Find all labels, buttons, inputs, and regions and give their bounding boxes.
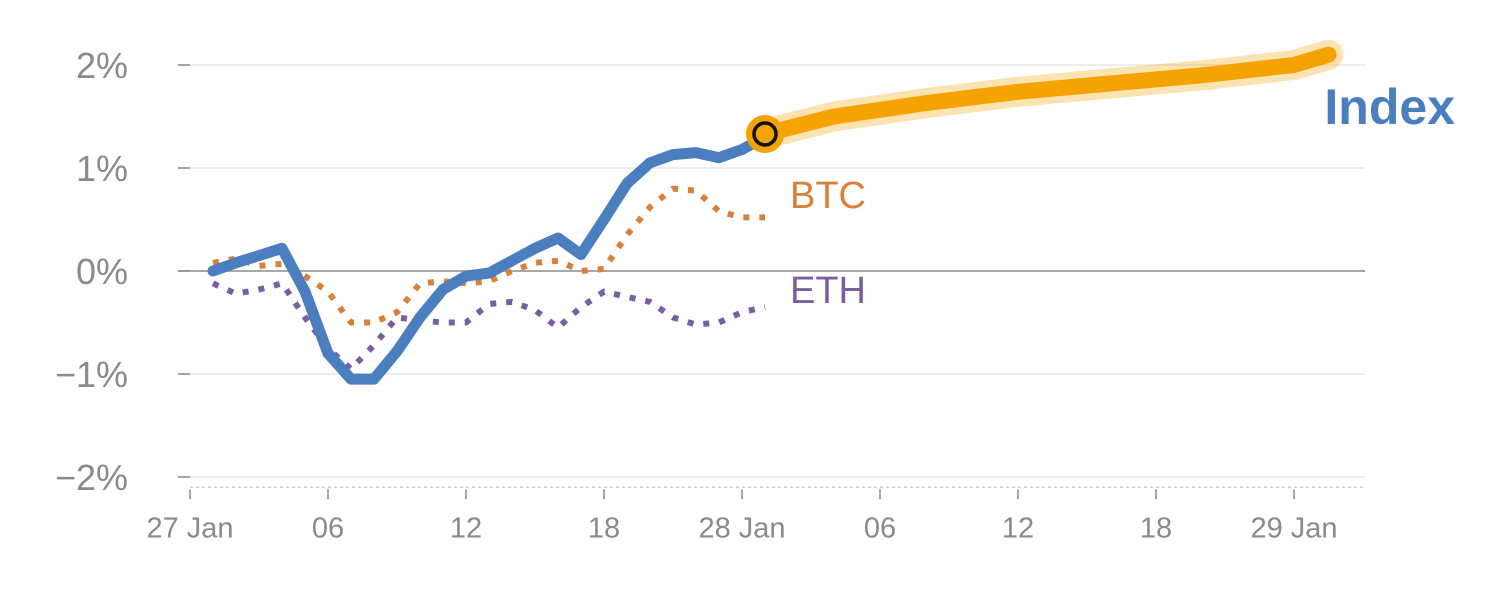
x-tick-label: 29 Jan (1250, 512, 1337, 544)
btc-series-label: BTC (790, 175, 866, 217)
x-tick-label: 28 Jan (698, 512, 785, 544)
x-tick-label: 12 (450, 512, 482, 544)
x-tick-label: 12 (1002, 512, 1034, 544)
current-value-marker (752, 121, 778, 147)
y-tick-label: −1% (55, 354, 128, 395)
labels: BTC ETH Index (790, 79, 1455, 312)
btc-series-line (212, 185, 765, 326)
x-tick-label: 18 (588, 512, 620, 544)
x-tick-label: 06 (864, 512, 896, 544)
y-tick-label: 2% (76, 45, 128, 86)
y-tick-label: −2% (55, 457, 128, 498)
eth-series-line (211, 280, 766, 372)
index-series-line (207, 131, 771, 385)
series (207, 39, 1344, 385)
x-tick-label: 27 Jan (146, 512, 233, 544)
x-tick-label: 06 (312, 512, 344, 544)
y-tick-label: 0% (76, 251, 128, 292)
index-series-label: Index (1324, 79, 1455, 135)
forecast-line (757, 46, 1337, 142)
y-tick-label: 1% (76, 148, 128, 189)
eth-series-label: ETH (790, 270, 866, 312)
x-tick-label: 18 (1140, 512, 1172, 544)
axes: 2% 1% 0% −1% −2% 27 Jan 06 12 18 28 Jan 06 12 18 29 J… (55, 45, 1365, 544)
